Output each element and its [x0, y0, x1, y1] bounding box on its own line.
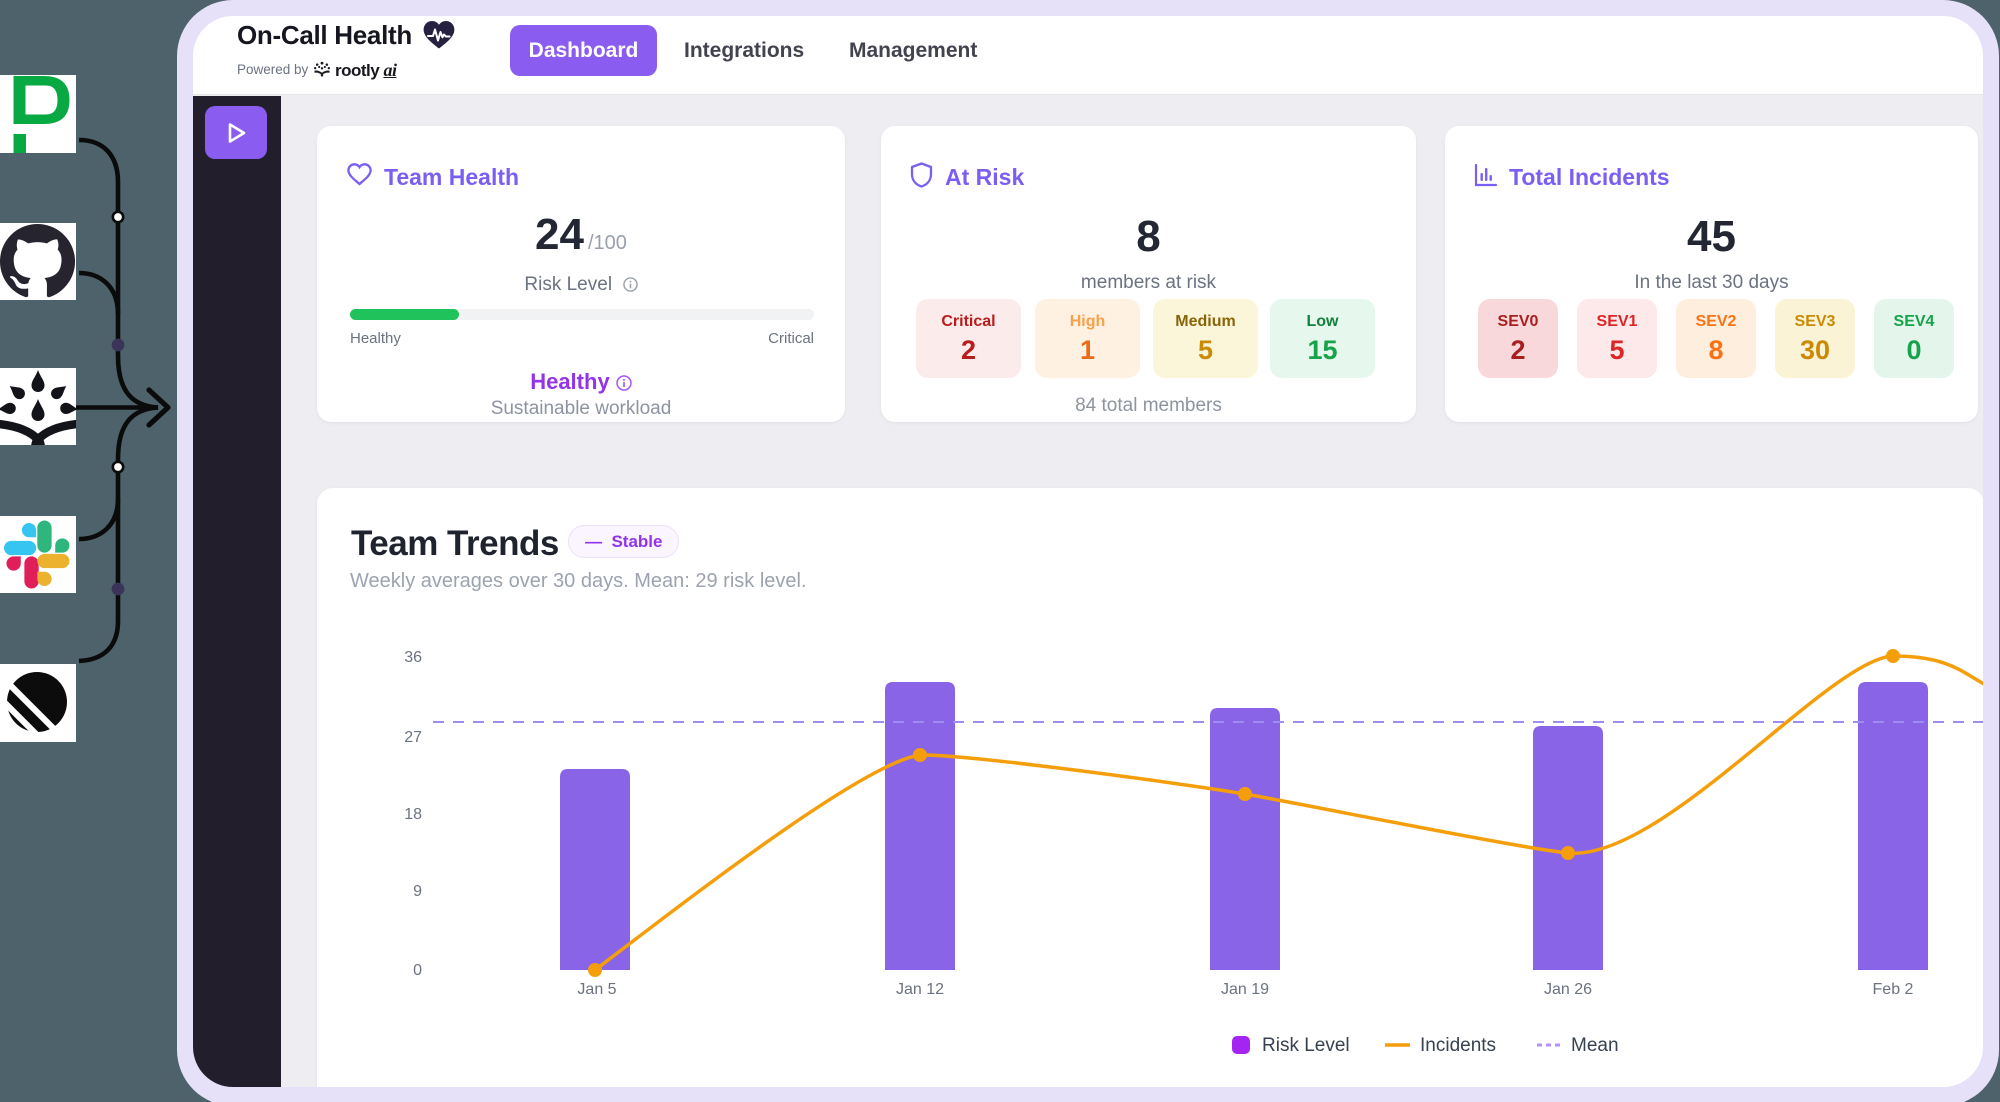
svg-text:Risk Level: Risk Level: [1262, 1035, 1350, 1056]
svg-text:18: 18: [404, 806, 422, 823]
svg-text:Mean: Mean: [1571, 1035, 1619, 1056]
svg-text:Incidents: Incidents: [1420, 1035, 1496, 1056]
svg-text:Jan 5: Jan 5: [577, 981, 616, 998]
svg-text:27: 27: [404, 729, 422, 746]
svg-text:36: 36: [404, 649, 422, 666]
svg-text:0: 0: [413, 962, 422, 979]
svg-text:Jan 26: Jan 26: [1544, 981, 1592, 998]
svg-text:9: 9: [413, 883, 422, 900]
svg-text:Jan 12: Jan 12: [896, 981, 944, 998]
svg-text:Jan 19: Jan 19: [1221, 981, 1269, 998]
svg-text:Feb 2: Feb 2: [1873, 981, 1914, 998]
